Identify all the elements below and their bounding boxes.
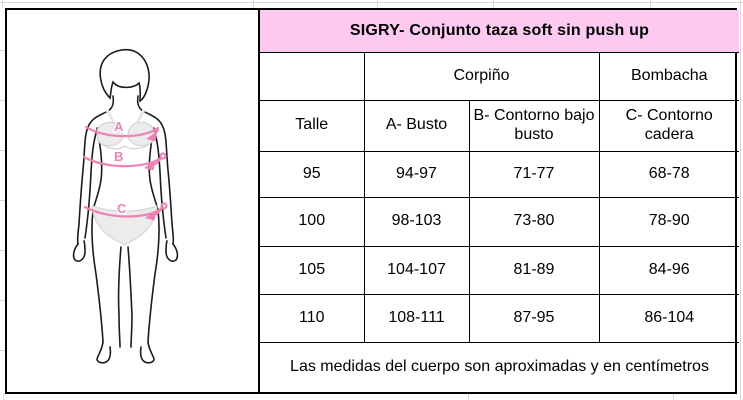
column-header-row: Talle A- Busto B- Contorno bajo busto C-… [260, 99, 739, 152]
right-leg-outline [147, 209, 160, 343]
underbust-arrowhead-icon [144, 160, 155, 171]
table-row: 100 98-103 73-80 78-90 [260, 196, 739, 247]
column-header-bust: A- Busto [363, 99, 470, 152]
left-foot-outline [96, 341, 112, 364]
underbust-range: 71-77 [468, 150, 600, 198]
hip-range: 68-78 [598, 150, 739, 198]
left-leg-outline [91, 209, 104, 343]
spreadsheet-gridline [3, 394, 4, 400]
spreadsheet-gridline [0, 100, 5, 101]
table-row: 95 94-97 71-77 68-78 [260, 150, 739, 198]
head-outline [99, 48, 150, 103]
bust-label: A [114, 119, 124, 134]
left-arm-outline [76, 95, 115, 245]
left-inner-arm [84, 129, 98, 239]
group-header-row: Corpiño Bombacha [260, 51, 739, 101]
hip-range: 86-104 [598, 293, 739, 343]
spreadsheet-gridline [0, 150, 5, 151]
spreadsheet-gridline [377, 0, 378, 8]
size-value: 100 [260, 196, 365, 247]
right-inner-arm [153, 129, 167, 239]
underbust-range: 81-89 [468, 245, 600, 295]
table-row: 110 108-111 87-95 86-104 [260, 293, 739, 343]
size-value: 95 [260, 150, 365, 198]
spreadsheet-gridline [493, 0, 494, 8]
left-inner-leg [117, 246, 122, 348]
spreadsheet-gridline [253, 0, 254, 8]
hip-range: 78-90 [598, 196, 739, 247]
spreadsheet-gridline [0, 200, 5, 201]
spreadsheet-gridline [468, 394, 469, 400]
bust-arrowhead-icon [146, 131, 157, 142]
right-arm-outline [136, 95, 175, 245]
left-torso-outline [92, 127, 103, 211]
left-hand-outline [72, 240, 86, 262]
hip-tape-end-ring [160, 202, 168, 210]
underbust-range: 87-95 [468, 293, 600, 343]
table-row: 105 104-107 81-89 84-96 [260, 245, 739, 295]
page-title: SIGRY- Conjunto taza soft sin push up [260, 10, 739, 53]
underbust-range: 73-80 [468, 196, 600, 247]
underbust-measure-tape [82, 155, 163, 168]
bust-range: 94-97 [363, 150, 470, 198]
group-header-bombacha: Bombacha [598, 51, 739, 101]
column-header-hip: C- Contorno cadera [598, 99, 739, 152]
bust-range: 104-107 [363, 245, 470, 295]
hip-range: 84-96 [598, 245, 739, 295]
bust-range: 108-111 [363, 293, 470, 343]
size-value: 110 [260, 293, 365, 343]
spreadsheet-gridline [0, 350, 5, 351]
bust-range: 98-103 [363, 196, 470, 247]
left-bra-cup [96, 121, 124, 147]
group-header-corpino: Corpiño [363, 51, 600, 101]
woman-silhouette-illustration: A B C [72, 48, 179, 364]
size-table: SIGRY- Conjunto taza soft sin push up Co… [260, 10, 739, 392]
column-header-size: Talle [260, 99, 365, 152]
underbust-label: B [114, 149, 123, 164]
footnote-text: Las medidas del cuerpo son aproximadas y… [260, 341, 739, 392]
spreadsheet-gridline [740, 0, 741, 400]
hip-arrowhead-icon [145, 210, 156, 221]
underbust-tape-end-ring [159, 152, 167, 160]
bust-measure-tape [84, 125, 160, 138]
spreadsheet-gridline [2, 0, 3, 8]
spreadsheet-gridline [0, 250, 5, 251]
column-header-underbust: B- Contorno bajo busto [468, 99, 600, 152]
right-hand-outline [165, 240, 179, 262]
bra-band [97, 139, 154, 150]
size-value: 105 [260, 245, 365, 295]
right-inner-leg [127, 246, 133, 348]
body-measurement-figure: A B C [7, 10, 260, 392]
spreadsheet-gridline [0, 2, 743, 3]
spreadsheet-gridline [0, 300, 5, 301]
size-chart-content: A B C SIGRY- Conjunto taza soft sin push… [5, 8, 739, 394]
hip-measure-tape [83, 205, 164, 218]
title-row: SIGRY- Conjunto taza soft sin push up [260, 10, 739, 53]
spreadsheet-gridline [650, 0, 651, 8]
right-foot-outline [139, 341, 155, 364]
spreadsheet-gridline [673, 394, 674, 400]
right-torso-outline [148, 127, 159, 211]
spreadsheet-gridline [0, 50, 5, 51]
hip-label: C [117, 201, 127, 216]
empty-cell [260, 51, 365, 101]
footnote-row: Las medidas del cuerpo son aproximadas y… [260, 341, 739, 392]
